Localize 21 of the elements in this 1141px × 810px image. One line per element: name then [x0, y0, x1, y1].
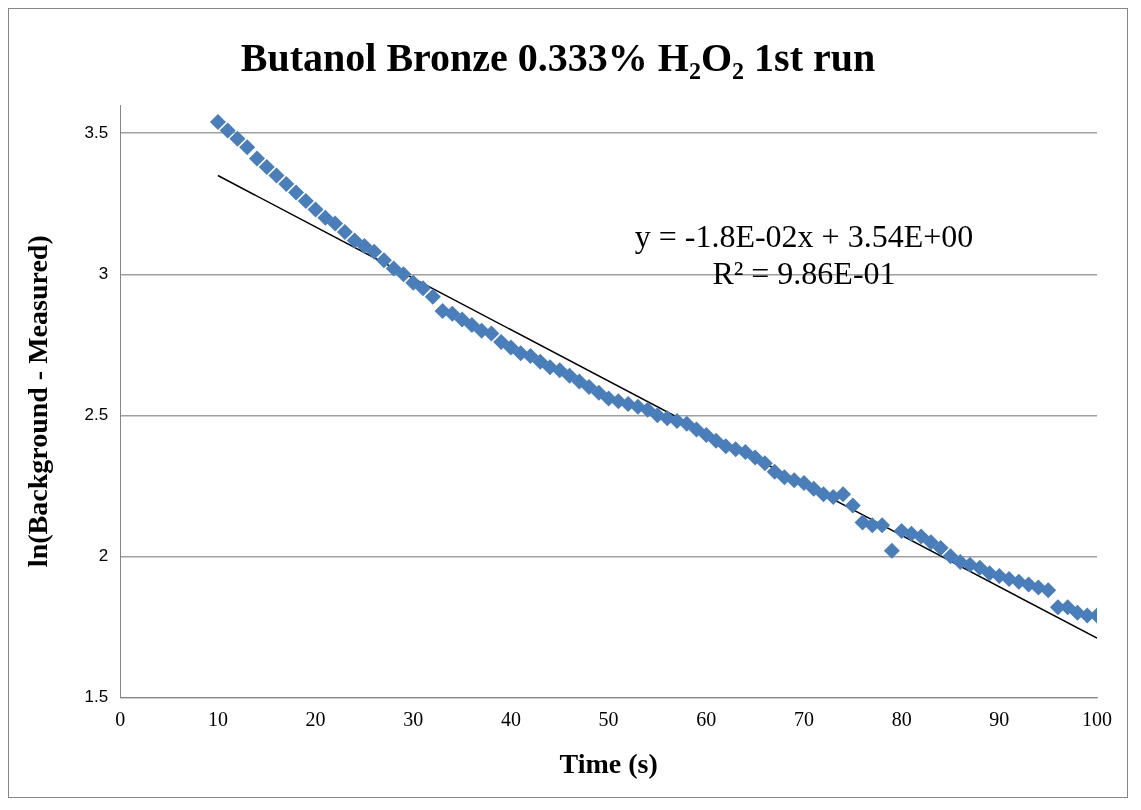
- x-tick-label: 100: [1082, 707, 1112, 730]
- x-tick-label: 80: [891, 707, 912, 730]
- x-tick-label: 90: [989, 707, 1010, 730]
- annotation: R² = 9.86E-01: [712, 255, 896, 292]
- x-tick-label: 10: [207, 707, 228, 730]
- y-tick-label: 3.5: [84, 122, 109, 142]
- chart-title: Butanol Bronze 0.333% H₂O₂ 1st run: [240, 35, 876, 81]
- x-tick-label: 40: [500, 707, 521, 730]
- x-tick-label: 20: [305, 707, 326, 730]
- y-tick-label: 2.5: [84, 404, 109, 424]
- y-axis-title: ln(Background - Measured): [22, 235, 54, 568]
- x-tick-label: 30: [403, 707, 424, 730]
- x-tick-label: 0: [115, 707, 126, 730]
- annotation: y = -1.8E-02x + 3.54E+00: [634, 218, 974, 255]
- x-tick-label: 70: [793, 707, 814, 730]
- y-tick-label: 2: [98, 546, 109, 566]
- x-tick-label: 60: [696, 707, 717, 730]
- y-tick-label: 1.5: [84, 687, 109, 707]
- x-tick-label: 50: [598, 707, 619, 730]
- y-tick-label: 3: [98, 263, 109, 283]
- x-axis-title: Time (s): [559, 748, 658, 780]
